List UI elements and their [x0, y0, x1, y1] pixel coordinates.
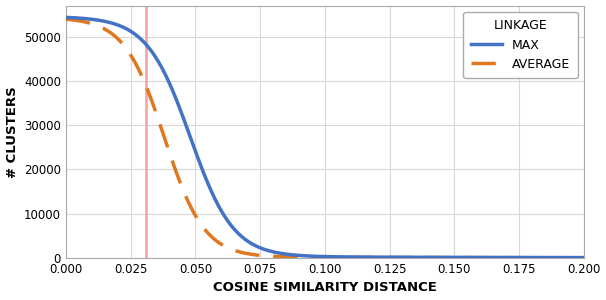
MAX [152, 56, 159, 59]
AVERAGE [514, 256, 521, 260]
AVERAGE [580, 256, 587, 260]
AVERAGE [261, 254, 268, 258]
AVERAGE [62, 17, 70, 21]
AVERAGE [121, 45, 128, 49]
Legend: MAX, AVERAGE: MAX, AVERAGE [463, 12, 578, 78]
AVERAGE [284, 255, 291, 259]
Y-axis label: # CLUSTERS: # CLUSTERS [5, 86, 19, 178]
MAX [580, 256, 587, 260]
MAX [261, 248, 268, 251]
X-axis label: COSINE SIMILARITY DISTANCE: COSINE SIMILARITY DISTANCE [213, 281, 437, 294]
MAX [284, 252, 291, 256]
MAX [570, 256, 577, 260]
AVERAGE [570, 256, 577, 260]
MAX [62, 16, 70, 19]
MAX [514, 256, 521, 259]
Line: MAX: MAX [66, 17, 584, 258]
Line: AVERAGE: AVERAGE [66, 19, 584, 258]
MAX [121, 26, 128, 30]
AVERAGE [152, 110, 159, 114]
